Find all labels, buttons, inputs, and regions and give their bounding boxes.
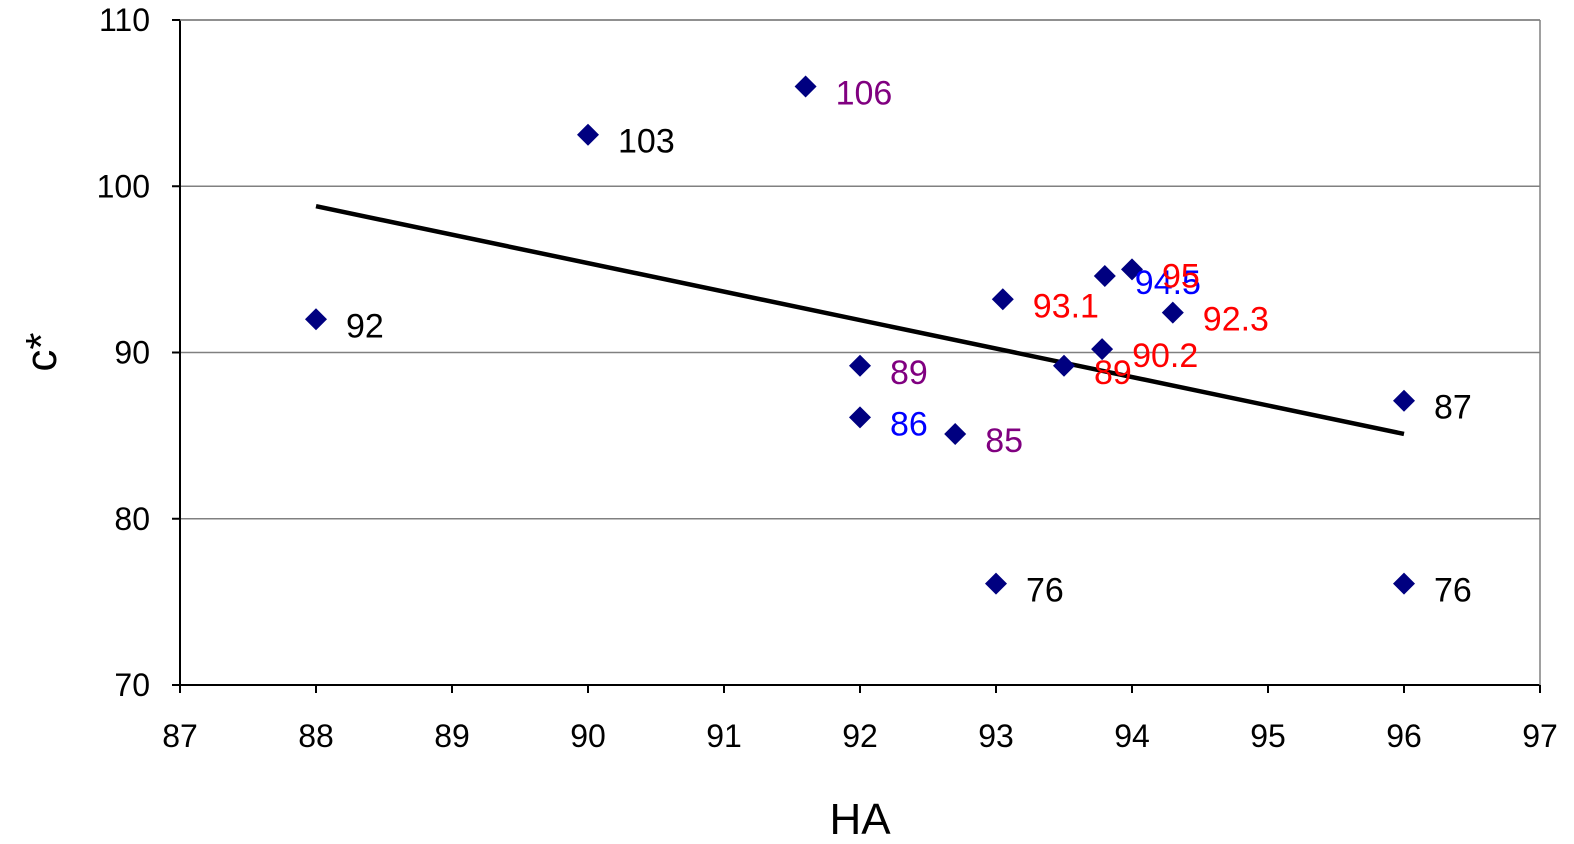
- data-label: 92: [346, 307, 384, 345]
- y-tick-label: 90: [114, 335, 150, 371]
- data-point: [577, 123, 599, 146]
- x-tick-label: 97: [1522, 718, 1558, 754]
- data-label: 85: [985, 422, 1023, 460]
- data-label: 87: [1434, 389, 1472, 427]
- data-label: 92.3: [1203, 301, 1269, 339]
- data-point: [944, 422, 967, 445]
- data-points: [305, 75, 1415, 595]
- trendline-group: [315, 203, 1405, 437]
- trendline: [315, 203, 1405, 437]
- x-tick-label: 94: [1114, 718, 1150, 754]
- x-tick-label: 96: [1386, 718, 1422, 754]
- data-point: [991, 288, 1014, 311]
- x-tick-label: 90: [570, 718, 606, 754]
- y-tick-label: 70: [114, 667, 150, 703]
- data-label: 76: [1026, 572, 1064, 610]
- y-tick-label: 100: [97, 168, 150, 204]
- data-label: 89: [890, 354, 928, 392]
- data-point: [1393, 389, 1415, 412]
- data-point: [794, 75, 817, 98]
- data-label: 90.2: [1132, 337, 1198, 375]
- data-label: 94.5: [1135, 264, 1201, 302]
- data-label: 103: [618, 123, 675, 161]
- data-point: [1161, 301, 1184, 324]
- data-label: 89: [1094, 354, 1132, 392]
- x-tick-label: 89: [434, 718, 470, 754]
- data-label: 95: [1162, 257, 1200, 295]
- data-point: [1093, 265, 1116, 288]
- data-label: 106: [836, 75, 893, 113]
- y-tick-label: 80: [114, 501, 150, 537]
- axes: 87 88 89 90 91 92 93 94 95 96 97 70 80 90 100 110: [97, 2, 1558, 754]
- data-label: 86: [890, 405, 928, 443]
- data-point: [1091, 338, 1114, 361]
- x-tick-label: 91: [706, 718, 742, 754]
- x-tick-label: 93: [978, 718, 1014, 754]
- data-point: [985, 572, 1007, 595]
- x-tick-label: 95: [1250, 718, 1286, 754]
- data-point: [1393, 572, 1415, 595]
- data-label: 93.1: [1033, 287, 1099, 325]
- y-tick-label: 110: [99, 2, 150, 38]
- data-point: [1121, 258, 1143, 281]
- data-label: 76: [1434, 572, 1472, 610]
- x-tick-label: 92: [842, 718, 878, 754]
- x-tick-label: 88: [298, 718, 334, 754]
- data-point: [849, 354, 871, 377]
- data-point: [849, 406, 871, 429]
- x-tick-label: 87: [162, 718, 198, 754]
- x-axis-title: HA: [829, 795, 891, 844]
- data-point: [305, 308, 327, 331]
- y-axis-title: c*: [17, 332, 66, 371]
- data-point: [1053, 354, 1075, 377]
